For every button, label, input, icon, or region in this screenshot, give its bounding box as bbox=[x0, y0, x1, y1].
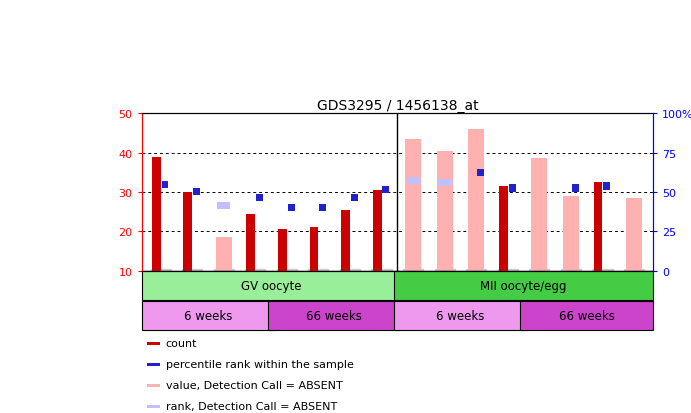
Text: count: count bbox=[166, 338, 197, 348]
Text: percentile rank within the sample: percentile rank within the sample bbox=[166, 359, 354, 369]
Bar bbox=[394, 271, 653, 300]
Bar bbox=[405, 140, 421, 271]
Bar bbox=[594, 183, 603, 271]
Bar bbox=[310, 228, 319, 271]
Bar bbox=[142, 271, 401, 300]
Text: GV oocyte: GV oocyte bbox=[241, 279, 301, 292]
Bar bbox=[603, 183, 610, 190]
Bar bbox=[477, 169, 484, 176]
Bar bbox=[351, 195, 358, 202]
Bar bbox=[256, 195, 263, 202]
Bar bbox=[146, 342, 160, 345]
Title: GDS3295 / 1456138_at: GDS3295 / 1456138_at bbox=[316, 99, 478, 113]
Bar bbox=[437, 151, 453, 271]
Bar bbox=[520, 301, 653, 330]
Bar bbox=[216, 237, 231, 271]
Bar bbox=[152, 157, 160, 271]
Bar bbox=[509, 185, 515, 192]
Text: 66 weeks: 66 weeks bbox=[559, 309, 615, 322]
Bar bbox=[499, 187, 508, 271]
Bar bbox=[183, 192, 192, 271]
Text: 6 weeks: 6 weeks bbox=[184, 309, 232, 322]
Bar bbox=[626, 198, 642, 271]
Bar bbox=[372, 190, 381, 271]
Bar bbox=[142, 301, 274, 330]
Bar bbox=[563, 197, 579, 271]
Text: rank, Detection Call = ABSENT: rank, Detection Call = ABSENT bbox=[166, 401, 337, 411]
Text: MII oocyte/egg: MII oocyte/egg bbox=[480, 279, 567, 292]
Bar bbox=[247, 214, 255, 271]
Bar bbox=[319, 204, 326, 212]
Bar bbox=[287, 204, 295, 212]
Bar bbox=[438, 179, 451, 186]
Bar bbox=[394, 301, 527, 330]
Bar bbox=[162, 181, 169, 188]
Bar bbox=[278, 230, 287, 271]
Bar bbox=[383, 187, 390, 194]
Bar bbox=[218, 203, 230, 210]
Bar bbox=[531, 159, 547, 271]
Bar bbox=[193, 189, 200, 196]
Text: value, Detection Call = ABSENT: value, Detection Call = ABSENT bbox=[166, 380, 343, 390]
Bar bbox=[407, 177, 419, 184]
Bar bbox=[146, 405, 160, 408]
Text: 6 weeks: 6 weeks bbox=[436, 309, 484, 322]
Bar bbox=[146, 384, 160, 387]
Bar bbox=[146, 363, 160, 366]
Bar bbox=[468, 130, 484, 271]
Text: 66 weeks: 66 weeks bbox=[306, 309, 362, 322]
Bar bbox=[341, 210, 350, 271]
Bar bbox=[268, 301, 401, 330]
Bar bbox=[572, 185, 579, 192]
